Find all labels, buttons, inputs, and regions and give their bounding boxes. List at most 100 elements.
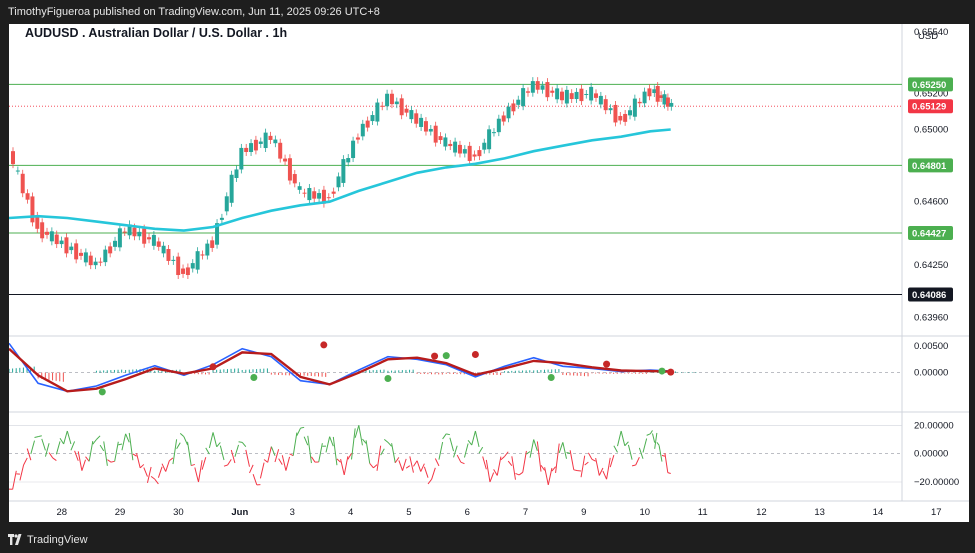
price-tick-label: 0.65200 (914, 88, 948, 99)
candle-body (79, 252, 84, 256)
osc1-cross-dot (431, 352, 439, 360)
osc2-segment (573, 469, 578, 472)
candle-body (317, 193, 322, 199)
osc2-segment (453, 445, 458, 458)
osc2-segment (533, 439, 538, 451)
osc2-segment (515, 472, 520, 476)
osc1-cross-dot (471, 351, 479, 359)
price-pane[interactable] (9, 24, 902, 336)
chart-canvas[interactable]: AUDUSD . Australian Dollar / U.S. Dollar… (9, 24, 969, 522)
candle-body (326, 197, 331, 199)
candle-body (258, 141, 263, 144)
time-tick-label: 13 (814, 507, 825, 518)
candle-body (292, 174, 297, 184)
candle-body (462, 149, 467, 154)
candle-body (132, 227, 137, 237)
candle-body (147, 237, 152, 240)
candle-body (662, 94, 667, 105)
price-tick-label: 0.63960 (914, 312, 948, 323)
time-tick-label: Jun (231, 507, 248, 518)
osc1-cross-dot (250, 373, 258, 381)
osc2-segment (635, 456, 640, 466)
osc2-segment (59, 437, 65, 445)
osc2-segment (471, 430, 476, 446)
level-tag-label-3: 0.64086 (912, 290, 946, 301)
osc2-segment (416, 460, 422, 472)
osc2-segment (438, 441, 444, 460)
candle-body (215, 223, 220, 245)
candle-body (346, 158, 351, 163)
osc2-tick-label: 20.00000 (914, 420, 954, 431)
osc2-segment (580, 455, 586, 478)
level-tag-label-2: 0.64427 (912, 228, 946, 239)
osc2-segment (44, 443, 50, 457)
candle-body (453, 141, 458, 153)
osc2-segment (216, 442, 221, 448)
time-tick-label: 6 (465, 507, 470, 518)
osc2-segment (311, 456, 316, 463)
candle-body (448, 143, 453, 147)
candle-body (278, 142, 283, 159)
candle-body (545, 82, 550, 98)
time-tick-label: 3 (290, 507, 295, 518)
level-tag-0 (908, 77, 953, 92)
candle-body (103, 249, 108, 263)
osc2-segment (55, 441, 61, 455)
osc2-segment (300, 426, 305, 429)
candle-body (35, 215, 40, 229)
moving-average (9, 128, 671, 232)
candle-body (423, 121, 428, 132)
candle-body (655, 86, 660, 102)
candle-body (506, 106, 511, 119)
osc2-segment (551, 466, 556, 472)
osc2-segment (263, 459, 269, 463)
osc2-segment (376, 445, 382, 471)
osc1-cross-dot (667, 368, 675, 376)
candle-body (482, 142, 487, 150)
osc2-segment (267, 446, 272, 463)
osc2-segment (157, 466, 163, 478)
candle-body (249, 143, 254, 153)
osc2-segment (340, 459, 345, 476)
osc2-segment (652, 433, 656, 443)
candle-body (365, 120, 370, 128)
candle-body (380, 105, 385, 107)
candle-body (156, 241, 161, 247)
candle-body (598, 95, 603, 105)
candle-body (555, 88, 560, 100)
time-tick-label: 17 (931, 507, 942, 518)
chart-title: AUDUSD . Australian Dollar / U.S. Dollar… (25, 26, 287, 40)
osc1-cross-dot (320, 341, 328, 349)
candle-body (15, 170, 20, 172)
candle-body (224, 196, 229, 212)
candle-body (501, 115, 506, 122)
osc2-segment (595, 457, 600, 476)
candle-body (574, 91, 579, 100)
osc2-segment (227, 459, 232, 466)
osc2-segment (289, 453, 294, 457)
osc1-cross-dot (658, 367, 666, 375)
osc2-segment (30, 440, 35, 455)
osc2-segment (606, 457, 611, 480)
candle-body (419, 117, 424, 127)
osc2-segment (26, 448, 32, 461)
candle-body (195, 251, 200, 270)
osc2-segment (66, 430, 72, 445)
osc2-segment (41, 438, 46, 451)
osc2-segment (249, 464, 254, 474)
candle-body (30, 196, 35, 223)
candle-body (273, 139, 278, 144)
candle-body (399, 98, 404, 116)
candle-body (185, 267, 190, 276)
osc2-segment (281, 455, 287, 471)
osc2-segment (540, 464, 546, 471)
candle-body (647, 88, 652, 97)
osc2-segment (587, 452, 593, 460)
osc2-segment (230, 449, 236, 464)
chart-panel[interactable]: AUDUSD . Australian Dollar / U.S. Dollar… (9, 24, 969, 522)
osc2-segment (274, 449, 280, 463)
osc1-slow-line (9, 347, 671, 393)
time-tick-label: 4 (348, 507, 353, 518)
time-tick-label: 29 (115, 507, 126, 518)
osc2-segment (208, 432, 214, 449)
